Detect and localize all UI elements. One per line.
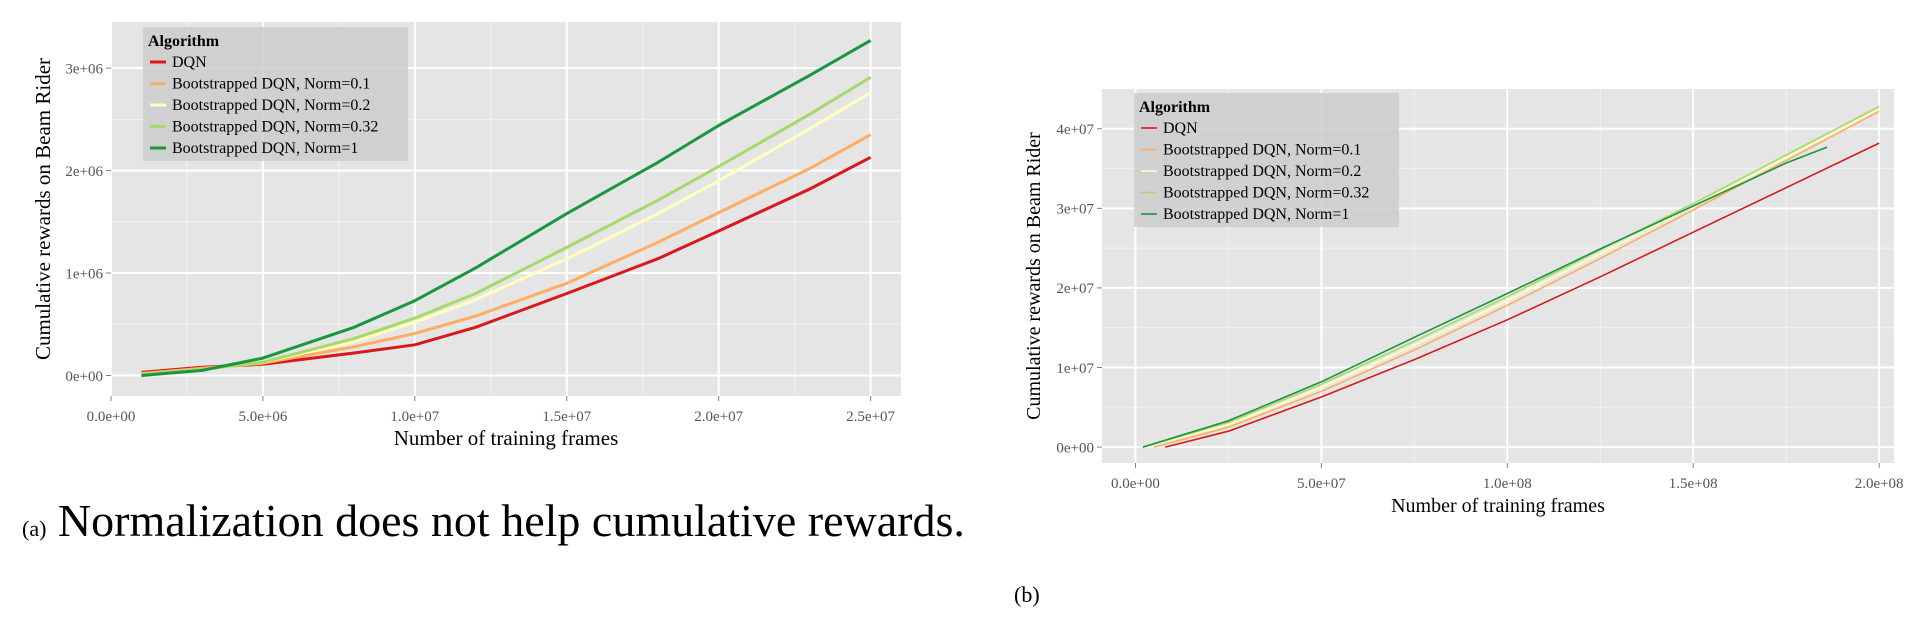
- x-tick-label: 0.0e+00: [1111, 476, 1160, 492]
- x-tick-label: 1.0e+07: [390, 409, 439, 425]
- caption-a-label: (a): [22, 516, 47, 541]
- y-tick-label: 4e+07: [1056, 122, 1094, 138]
- y-tick-label: 3e+07: [1056, 202, 1094, 218]
- y-axis-label: Cumulative rewards on Beam Rider: [31, 58, 55, 360]
- series-line: [1142, 108, 1880, 448]
- x-tick-label: 5.0e+07: [1297, 476, 1346, 492]
- legend-label: DQN: [1163, 120, 1198, 137]
- chart-a: 0.0e+00 5.0e+06 1.0e+07 1.5e+07 2.0e+07 2.5e+…: [31, 22, 901, 450]
- y-tick-label: 0e+00: [65, 369, 103, 385]
- x-tick-label: 5.0e+06: [238, 409, 287, 425]
- y-tick-label: 2e+06: [65, 164, 103, 180]
- x-tick-label: 2.0e+07: [694, 409, 743, 425]
- legend-label: Bootstrapped DQN, Norm=0.32: [172, 119, 378, 136]
- x-tick-label: 1.5e+08: [1669, 476, 1718, 492]
- legend-label: Bootstrapped DQN, Norm=0.2: [172, 97, 370, 114]
- legend-label: Bootstrapped DQN, Norm=1: [1163, 206, 1349, 223]
- legend-label: Bootstrapped DQN, Norm=0.1: [1163, 142, 1361, 159]
- legend-label: DQN: [172, 54, 207, 71]
- x-tick-label: 0.0e+00: [87, 409, 136, 425]
- legend-box: [1134, 93, 1399, 227]
- y-tick-label: 1e+07: [1056, 361, 1094, 377]
- series-group: [141, 39, 872, 377]
- legend: Algorithm DQN Bootstrapped DQN, Norm=0.1 Bo…: [143, 27, 408, 161]
- caption-a: (a) Normalization does not help cumulati…: [22, 488, 1017, 562]
- x-axis-label: Number of training frames: [1391, 495, 1605, 517]
- x-tick-label: 2.5e+07: [846, 409, 895, 425]
- x-tick-label: 1.5e+07: [542, 409, 591, 425]
- legend-label: Bootstrapped DQN, Norm=0.1: [172, 76, 370, 93]
- series-line: [141, 76, 872, 376]
- series-line: [1165, 142, 1880, 448]
- y-axis-label: Cumulative rewards on Beam Rider: [1023, 132, 1045, 420]
- x-tick-label: 1.0e+08: [1483, 476, 1532, 492]
- x-tick-label: 2.0e+08: [1855, 476, 1904, 492]
- y-tick-label: 3e+06: [65, 61, 103, 77]
- caption-a-text: Normalization does not help cumulative r…: [57, 495, 965, 546]
- y-tick-label: 2e+07: [1056, 281, 1094, 297]
- y-tick-label: 0e+00: [1056, 440, 1094, 456]
- caption-b-label: (b): [1014, 582, 1040, 607]
- series-group: [1142, 105, 1880, 448]
- x-axis-label: Number of training frames: [394, 426, 619, 450]
- series-line: [141, 39, 872, 377]
- chart-b: 0.0e+00 5.0e+07 1.0e+08 1.5e+08 2.0e+08 0e+00…: [1023, 89, 1904, 517]
- legend: Algorithm DQN Bootstrapped DQN, Norm=0.1 Bo…: [1134, 93, 1399, 227]
- series-line: [1142, 105, 1880, 448]
- legend-title: Algorithm: [1139, 99, 1211, 116]
- legend-label: Bootstrapped DQN, Norm=0.32: [1163, 185, 1369, 202]
- series-line: [1142, 146, 1828, 448]
- legend-box: [143, 27, 408, 161]
- legend-title: Algorithm: [148, 33, 220, 50]
- legend-label: Bootstrapped DQN, Norm=0.2: [1163, 163, 1361, 180]
- y-tick-label: 1e+06: [65, 266, 103, 282]
- legend-label: Bootstrapped DQN, Norm=1: [172, 140, 358, 157]
